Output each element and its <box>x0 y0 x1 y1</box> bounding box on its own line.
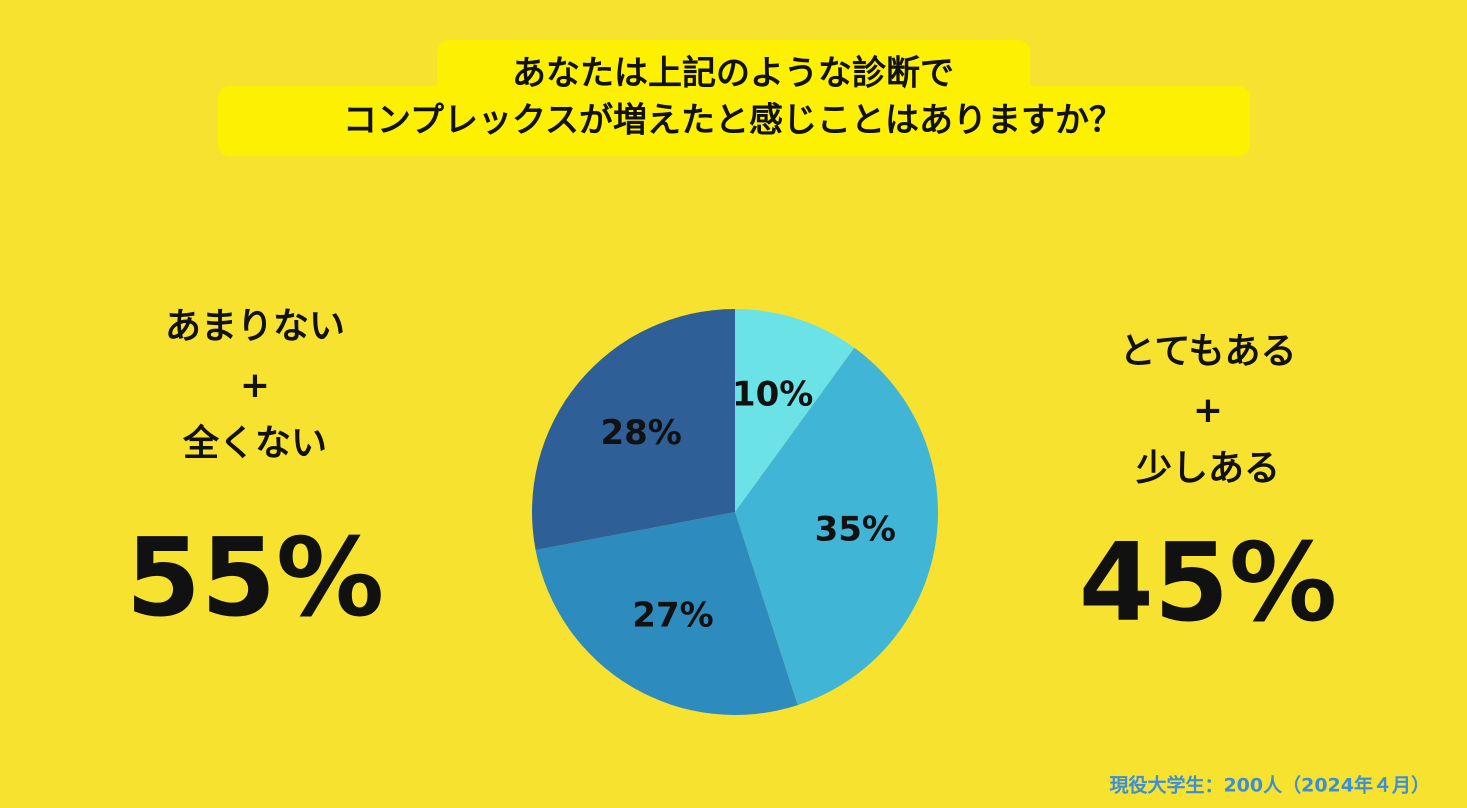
chart-title: あなたは上記のような診断で <box>512 54 954 94</box>
title-box <box>218 86 1250 156</box>
chart-title: コンプレックスが増えたと感じことはありますか？ <box>343 101 1123 141</box>
summary-label: 全くない <box>182 422 327 464</box>
pie-slice <box>532 309 735 551</box>
data-label: 10% <box>732 375 813 415</box>
source-note: 現役大学生：200人（2024年４月） <box>1109 774 1430 797</box>
title-box <box>437 40 1030 100</box>
summary-label: あまりない <box>165 306 345 347</box>
pie-slice <box>535 512 798 715</box>
pie-slice <box>735 347 938 706</box>
pie-slice <box>735 309 855 512</box>
data-label: 27% <box>632 595 713 635</box>
summary-label: + <box>1193 390 1223 431</box>
summary-value: 55% <box>126 516 385 641</box>
summary-value: 45% <box>1079 521 1338 646</box>
summary-label: 少しある <box>1136 448 1280 489</box>
summary-label: + <box>240 365 270 406</box>
summary-label: とてもある <box>1119 331 1296 372</box>
data-label: 35% <box>815 510 896 550</box>
data-label: 28% <box>600 413 681 453</box>
